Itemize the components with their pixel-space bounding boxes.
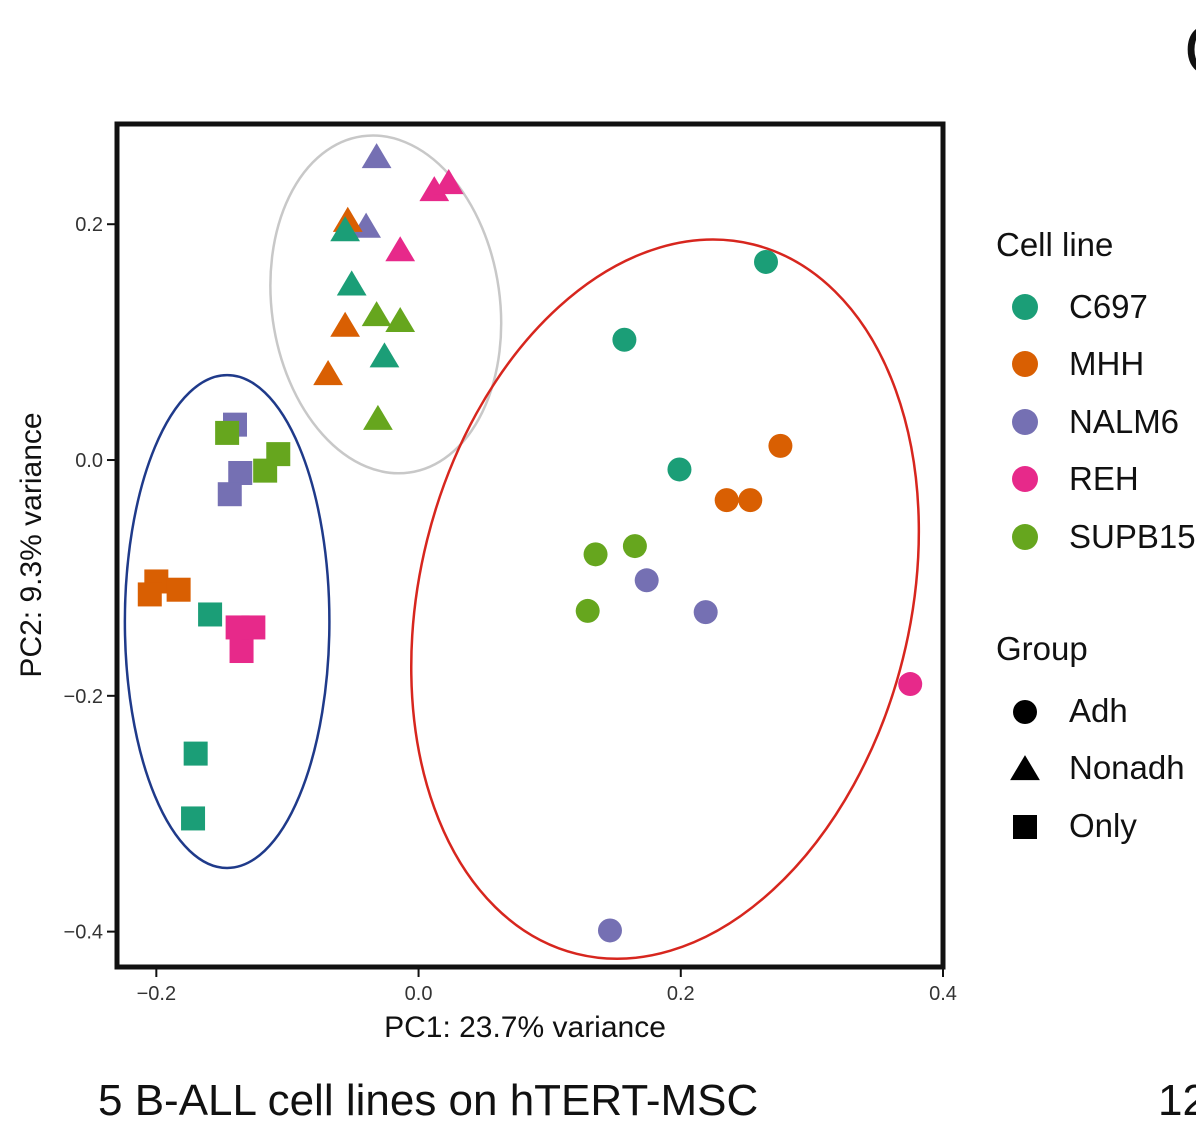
- group-legend-item-label: Adh: [1069, 691, 1128, 729]
- point-reh-adh: [898, 672, 923, 697]
- y-axis-label: PC2: 9.3% variance: [15, 412, 48, 677]
- group-legend-item-label: Only: [1069, 806, 1137, 844]
- point-nalm6-only: [217, 482, 242, 507]
- point-reh-nonadh: [433, 169, 464, 195]
- point-c697-nonadh: [369, 342, 400, 368]
- group-legend-title: Group: [996, 630, 1088, 667]
- ellipse-adh: [409, 238, 921, 960]
- y-tick-label: −0.4: [64, 922, 103, 944]
- cell-line-legend-item-swatch: [1012, 466, 1038, 493]
- legend-swatch-shape: [1013, 699, 1037, 724]
- point-mhh-nonadh: [330, 311, 361, 337]
- cell-line-legend-item-label: C697: [1069, 287, 1148, 325]
- point-supb15-nonadh: [361, 301, 392, 327]
- cell-line-legend-item-label: MHH: [1069, 345, 1145, 383]
- cell-line-legend-item-swatch: [1012, 408, 1038, 435]
- legend-swatch-dot: [1012, 351, 1038, 378]
- point-c697-only: [198, 602, 223, 627]
- point-mhh-adh: [738, 488, 763, 513]
- point-supb15-adh: [583, 542, 608, 567]
- legend-swatch-shape: [1010, 755, 1040, 781]
- point-supb15-adh: [575, 598, 600, 623]
- point-supb15-only: [215, 420, 240, 445]
- point-reh-only: [241, 615, 266, 640]
- x-tick-label: 0.4: [929, 983, 957, 1005]
- point-mhh-only: [137, 582, 162, 607]
- point-supb15-only: [253, 458, 278, 483]
- legend-swatch-shape: [1013, 814, 1037, 839]
- data-points: [137, 143, 923, 943]
- point-mhh-adh: [714, 488, 739, 513]
- group-legend: Group Adh Nonadh Only: [996, 630, 1185, 855]
- cell-line-legend-item-reh: REH: [996, 451, 1196, 509]
- point-c697-only: [183, 741, 208, 766]
- point-c697-adh: [754, 249, 778, 274]
- y-tick-label: −0.2: [64, 686, 103, 708]
- point-supb15-nonadh: [363, 404, 393, 430]
- cell-line-legend-item-swatch: [1012, 523, 1038, 550]
- cell-line-legend-item-nalm6: NALM6: [996, 393, 1196, 451]
- cell-line-legend-item-c697: C697: [996, 278, 1196, 336]
- point-mhh-only: [166, 577, 191, 602]
- group-ellipses: [123, 134, 921, 960]
- cell-line-legend-item-label: SUPB15: [1069, 517, 1196, 555]
- point-nalm6-nonadh: [361, 143, 392, 169]
- point-mhh-adh: [768, 433, 793, 458]
- point-nalm6-adh: [597, 918, 622, 943]
- group-legend-item-swatch: [1010, 755, 1040, 781]
- point-c697-only: [181, 806, 206, 831]
- cell-line-legend-item-label: REH: [1069, 460, 1139, 498]
- group-legend-item-nonadh: Nonadh: [996, 740, 1185, 798]
- group-legend-item-only: Only: [996, 797, 1185, 855]
- point-reh-nonadh: [385, 236, 416, 262]
- y-tick-label: 0.2: [75, 214, 103, 236]
- point-c697-nonadh: [330, 216, 361, 242]
- group-legend-item-swatch: [1013, 814, 1037, 839]
- point-supb15-adh: [622, 534, 647, 559]
- point-c697-adh: [667, 457, 692, 482]
- panel-letter: C: [1184, 11, 1196, 91]
- legend-swatch-dot: [1012, 408, 1038, 435]
- cell-line-legend-item-supb15: SUPB15: [996, 508, 1196, 566]
- point-nalm6-adh: [634, 568, 659, 593]
- cell-line-legend-item-mhh: MHH: [996, 336, 1196, 394]
- cell-line-legend-item-swatch: [1012, 293, 1038, 320]
- cell-line-legend-item-label: NALM6: [1069, 402, 1180, 440]
- point-supb15-nonadh: [385, 306, 416, 333]
- plot-frame: [114, 121, 946, 970]
- legend-swatch-dot: [1012, 466, 1038, 493]
- legend-swatch-dot: [1012, 293, 1038, 320]
- legend-swatch-dot: [1012, 523, 1038, 550]
- point-reh-nonadh: [419, 176, 450, 202]
- group-legend-item-adh: Adh: [996, 682, 1185, 740]
- y-tick-label: 0.0: [75, 450, 103, 472]
- x-axis-label: PC1: 23.7% variance: [384, 1011, 666, 1044]
- ellipse-only: [123, 373, 331, 870]
- point-nalm6-only: [228, 460, 253, 485]
- cell-line-legend: Cell line C697 MHH NALM6 REH SUPB15: [996, 226, 1196, 566]
- x-tick-label: −0.2: [137, 983, 176, 1005]
- group-legend-item-label: Nonadh: [1069, 749, 1185, 787]
- ellipse-nonadh: [269, 134, 503, 475]
- caption-right: 12: [1158, 1076, 1196, 1125]
- cell-line-legend-title: Cell line: [996, 226, 1114, 263]
- point-nalm6-adh: [693, 600, 718, 625]
- x-tick-label: 0.0: [405, 983, 433, 1005]
- cell-line-legend-item-swatch: [1012, 351, 1038, 378]
- caption-left: 5 B-ALL cell lines on hTERT-MSC: [98, 1076, 759, 1125]
- group-legend-item-swatch: [1013, 699, 1037, 724]
- point-c697-nonadh: [336, 270, 367, 296]
- point-mhh-nonadh: [313, 360, 343, 386]
- point-c697-adh: [612, 327, 637, 352]
- point-reh-only: [229, 639, 254, 664]
- x-tick-label: 0.2: [667, 983, 695, 1005]
